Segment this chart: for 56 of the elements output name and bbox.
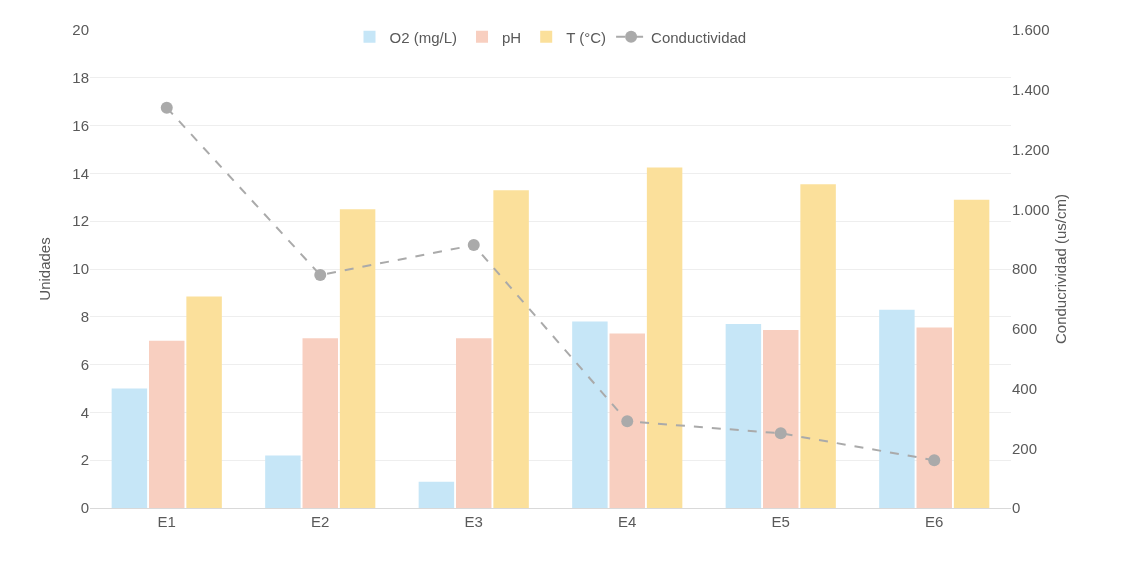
- bar: [418, 481, 455, 508]
- y2-tick-label: 1.600: [1012, 21, 1050, 39]
- bar: [609, 333, 645, 508]
- bar: [879, 309, 915, 508]
- y-tick-label: 10: [72, 260, 89, 278]
- bar: [149, 340, 185, 508]
- x-tick-label: E4: [618, 513, 637, 530]
- point: [774, 427, 787, 440]
- y-tick-label: 18: [72, 69, 89, 87]
- bar: [111, 388, 148, 508]
- x-tick-label: E2: [311, 513, 330, 530]
- y2-axis-title: Conducrividad (us/cm): [1051, 193, 1069, 345]
- y-tick-label: 0: [80, 499, 89, 517]
- y2-tick-label: 1.200: [1012, 140, 1050, 158]
- bar: [953, 199, 990, 508]
- y2-tick-label: 1.000: [1012, 200, 1050, 218]
- bar: [493, 190, 529, 508]
- y2-tick-label: 800: [1012, 260, 1038, 278]
- y-tick-label: 4: [80, 403, 89, 421]
- y-tick-label: 20: [72, 21, 89, 39]
- y2-tick-label: 200: [1012, 439, 1038, 457]
- bar: [265, 455, 301, 508]
- point: [314, 268, 327, 281]
- point: [160, 101, 173, 114]
- y2-tick-label: 400: [1012, 379, 1038, 397]
- point: [621, 415, 634, 428]
- y2-tick-label: 600: [1012, 320, 1038, 337]
- y-axis-title: Unidades: [36, 237, 53, 301]
- point: [467, 239, 480, 252]
- x-tick-label: E3: [464, 513, 483, 530]
- bar: [646, 167, 683, 508]
- bar: [456, 338, 492, 508]
- y-tick-label: 2: [80, 451, 89, 469]
- bar: [572, 321, 608, 508]
- point: [928, 454, 941, 467]
- y-tick-label: 6: [80, 355, 89, 373]
- y-tick-label: 16: [72, 116, 89, 134]
- bar: [800, 184, 836, 508]
- legend-label: T (°C): [566, 28, 607, 46]
- legend-label: Conductividad: [651, 28, 747, 46]
- bar: [916, 327, 952, 508]
- bar: [186, 296, 222, 508]
- y-tick-label: 14: [72, 164, 89, 182]
- bar: [302, 338, 338, 508]
- bar: [763, 329, 799, 508]
- y2-tick-label: 0: [1012, 499, 1021, 517]
- x-tick-label: E6: [925, 513, 944, 530]
- legend-label: pH: [502, 28, 522, 46]
- y-tick-label: 12: [72, 212, 89, 230]
- legend-label: O2 (mg/L): [389, 28, 458, 46]
- y2-tick-label: 1.400: [1012, 81, 1050, 98]
- bar: [725, 323, 762, 508]
- x-tick-label: E5: [771, 513, 790, 530]
- y-tick-label: 8: [80, 308, 89, 326]
- x-tick-label: E1: [157, 513, 176, 530]
- bar: [339, 209, 376, 508]
